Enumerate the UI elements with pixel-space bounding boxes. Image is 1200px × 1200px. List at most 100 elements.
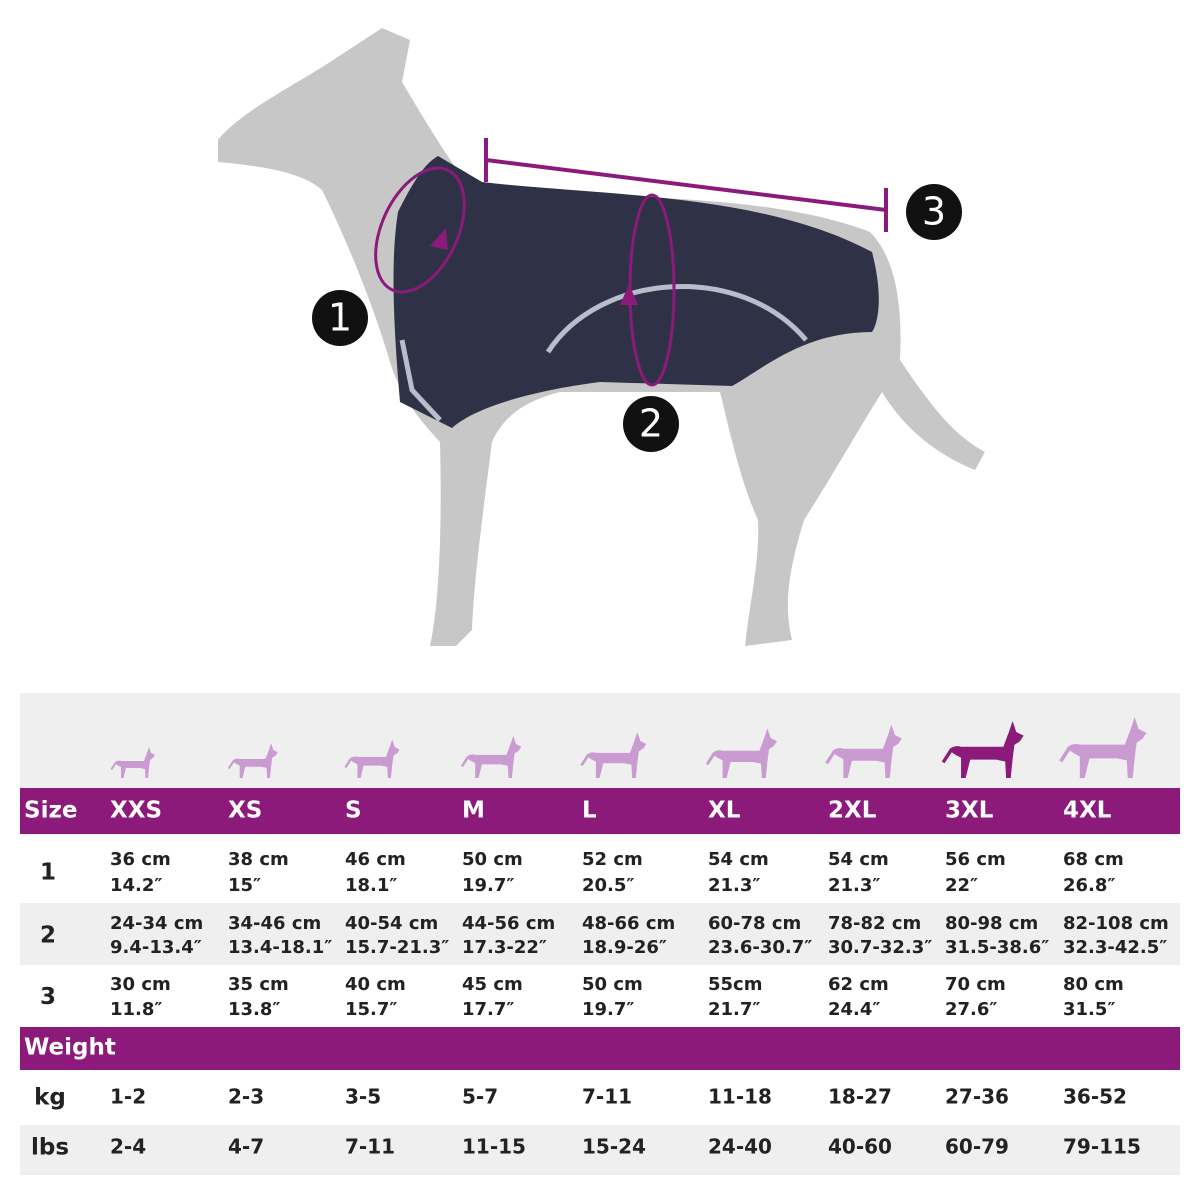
size-table: Size XXS XS S M L XL 2XL 3XL 4XL 1 36 cm 14.2″ 38 cm 1…: [20, 693, 1180, 1175]
cell: 13.8″: [228, 999, 280, 1020]
cell: 60-79: [945, 1135, 1009, 1159]
header-label: 3XL: [945, 798, 994, 824]
cell: 14.2″: [110, 875, 162, 896]
cell: 40-54 cm: [345, 913, 438, 934]
cell: 20.5″: [582, 875, 634, 896]
cell: 21.3″: [708, 875, 760, 896]
cell: 68 cm: [1063, 849, 1124, 870]
marker-circle: [312, 290, 368, 346]
cell: 34-46 cm: [228, 913, 321, 934]
cell: 38 cm: [228, 849, 289, 870]
cell: 54 cm: [708, 849, 769, 870]
cell: 15.7″: [345, 999, 397, 1020]
cell: 2-4: [110, 1135, 146, 1159]
cell: 15-24: [582, 1135, 646, 1159]
row-bg: [20, 1125, 1180, 1175]
cell: 21.7″: [708, 999, 760, 1020]
header-label: L: [582, 798, 597, 824]
dog-icon: [941, 720, 1024, 778]
cell: 36-52: [1063, 1085, 1127, 1109]
marker-label: 2: [639, 402, 663, 446]
cell: 9.4-13.4″: [110, 937, 202, 958]
cell: 30.7-32.3″: [828, 937, 932, 958]
row-label: 2: [40, 923, 56, 949]
header-label: 2XL: [828, 798, 877, 824]
cell: 22″: [945, 875, 978, 896]
cell: 50 cm: [462, 849, 523, 870]
header-label: 4XL: [1063, 798, 1112, 824]
dog-icon: [825, 724, 902, 778]
length-line: [485, 158, 887, 212]
reflective-stripe: [545, 283, 808, 354]
weight-title: Weight: [24, 1035, 116, 1061]
dog-icon: [1059, 717, 1147, 778]
cell: 62 cm: [828, 974, 889, 995]
marker-label: 3: [922, 190, 946, 234]
dog-icon: [705, 728, 777, 778]
row-bg: [20, 903, 1180, 965]
cell: 82-108 cm: [1063, 913, 1169, 934]
neck-measure: [374, 166, 466, 294]
header-label: XXS: [110, 798, 162, 824]
cell: 17.3-22″: [462, 937, 547, 958]
cell: 79-115: [1063, 1135, 1141, 1159]
cell: 24.4″: [828, 999, 880, 1020]
cell: 35 cm: [228, 974, 289, 995]
cell: 27.6″: [945, 999, 997, 1020]
row-label: 1: [40, 860, 56, 886]
cell: 11.8″: [110, 999, 162, 1020]
chest-arrow: [620, 284, 638, 305]
neck-arrow: [430, 228, 448, 250]
cell: 70 cm: [945, 974, 1006, 995]
cell: 55cm: [708, 974, 762, 995]
marker-label: 1: [328, 296, 352, 340]
cell: 50 cm: [582, 974, 643, 995]
cell: 36 cm: [110, 849, 171, 870]
cell: 27-36: [945, 1085, 1009, 1109]
cell: 21.3″: [828, 875, 880, 896]
cell: 19.7″: [582, 999, 634, 1020]
cell: 13.4-18.1″: [228, 937, 332, 958]
cell: 31.5″: [1063, 999, 1115, 1020]
row-label: lbs: [31, 1135, 69, 1161]
cell: 18.1″: [345, 875, 397, 896]
marker-circle: [623, 396, 679, 452]
cell: 17.7″: [462, 999, 514, 1020]
cell: 7-11: [345, 1135, 395, 1159]
cell: 11-15: [462, 1135, 526, 1159]
row-label: 3: [40, 984, 56, 1010]
cell: 2-3: [228, 1085, 264, 1109]
cell: 40-60: [828, 1135, 892, 1159]
weight-band: [20, 1027, 1180, 1070]
cell: 45 cm: [462, 974, 523, 995]
cell: 5-7: [462, 1085, 498, 1109]
cell: 1-2: [110, 1085, 146, 1109]
marker-circle: [906, 184, 962, 240]
cell: 54 cm: [828, 849, 889, 870]
dog-icon: [460, 735, 522, 778]
cell: 18-27: [828, 1085, 892, 1109]
header-label: S: [345, 798, 362, 824]
cell: 31.5-38.6″: [945, 937, 1049, 958]
dog-icon: [110, 747, 155, 778]
cell: 18.9-26″: [582, 937, 667, 958]
cell: 78-82 cm: [828, 913, 921, 934]
cell: 40 cm: [345, 974, 406, 995]
cell: 60-78 cm: [708, 913, 801, 934]
header-label: XL: [708, 798, 741, 824]
cell: 32.3-42.5″: [1063, 937, 1167, 958]
cell: 52 cm: [582, 849, 643, 870]
header-band: [20, 788, 1180, 834]
reflective-trim: [399, 339, 442, 422]
header-label: XS: [228, 798, 262, 824]
cell: 7-11: [582, 1085, 632, 1109]
cell: 4-7: [228, 1135, 264, 1159]
cell: 11-18: [708, 1085, 772, 1109]
row-label: kg: [34, 1085, 66, 1111]
dog-icon: [227, 743, 278, 778]
cell: 48-66 cm: [582, 913, 675, 934]
cell: 19.7″: [462, 875, 514, 896]
cell: 3-5: [345, 1085, 381, 1109]
cell: 26.8″: [1063, 875, 1115, 896]
